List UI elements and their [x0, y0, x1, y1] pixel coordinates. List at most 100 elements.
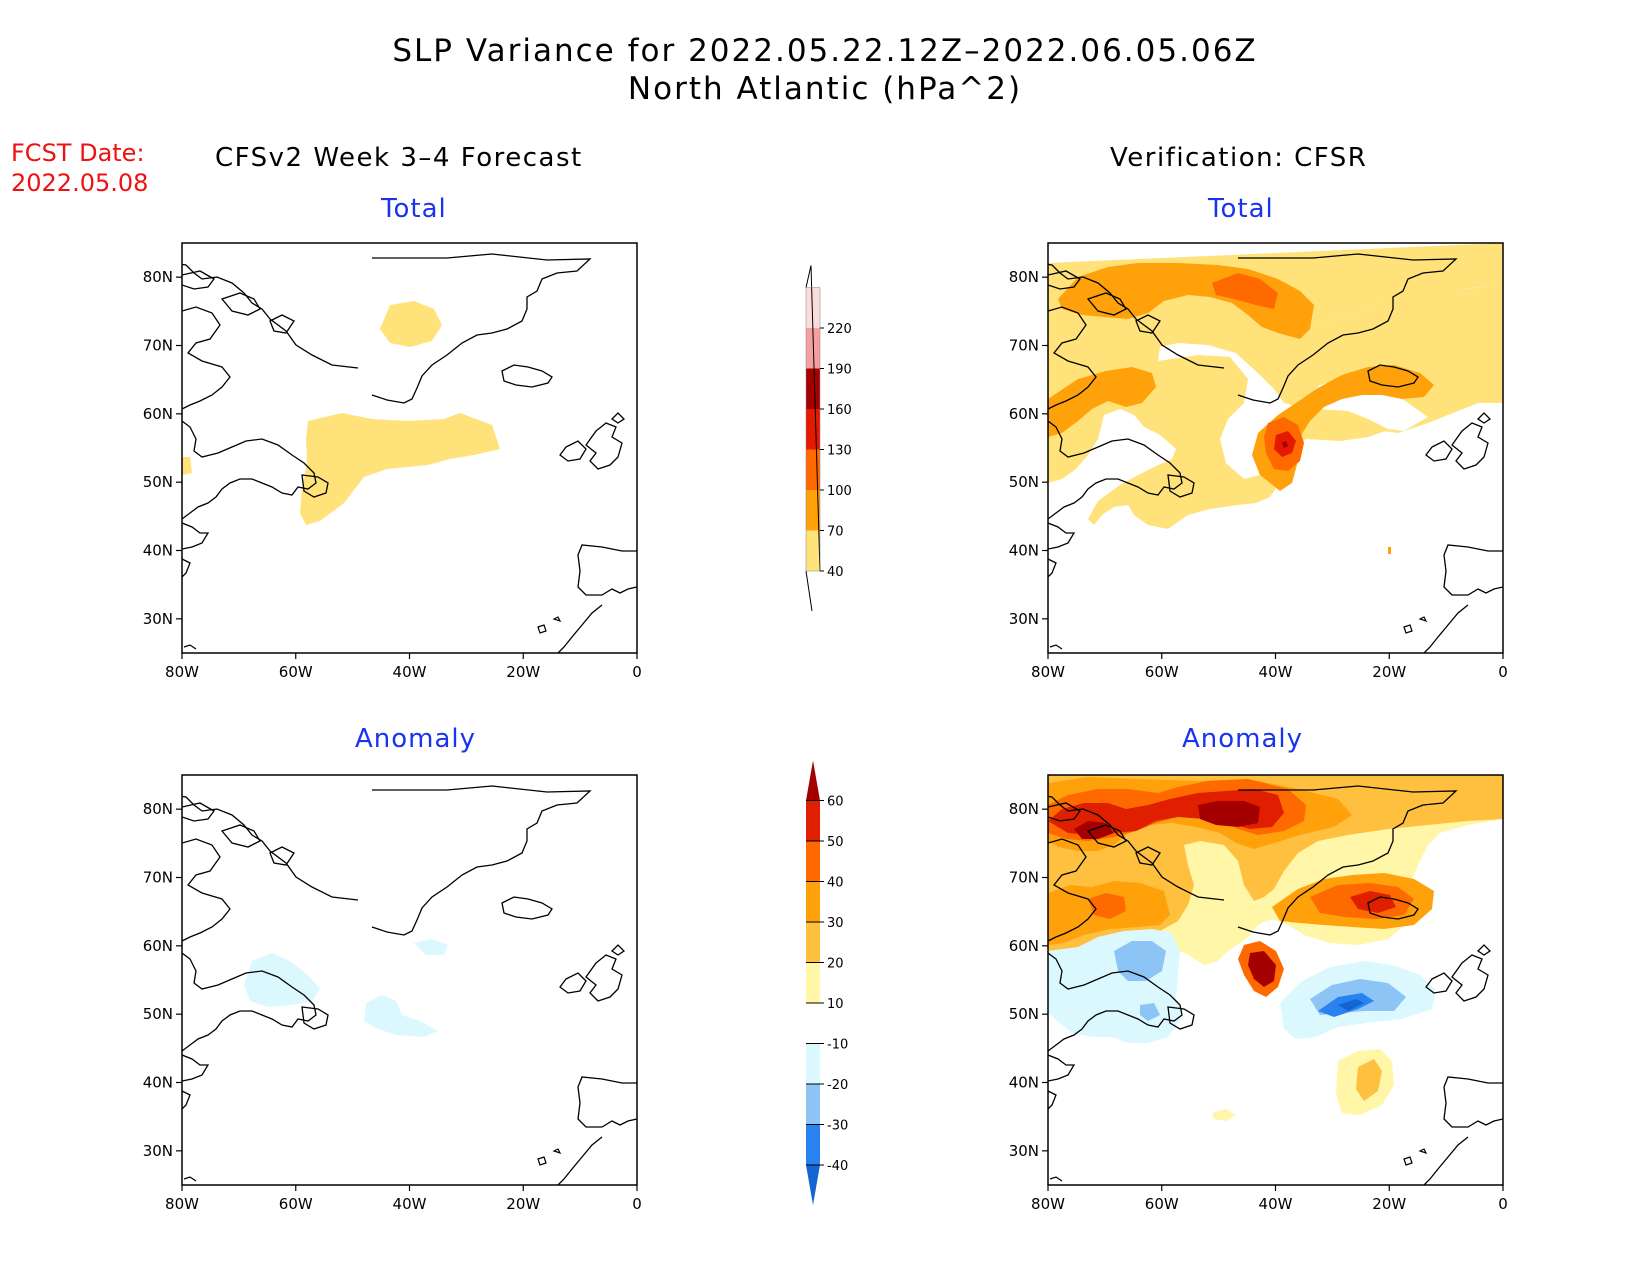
colorbar-anomaly-label: 10 [827, 997, 844, 1012]
lat-tick-label: 80N [1009, 800, 1039, 818]
colorbar-total-swatch [806, 409, 820, 450]
lat-tick-label: 40N [1009, 1074, 1039, 1092]
title-line-1: SLP Variance for 2022.05.22.12Z–2022.06.… [392, 33, 1258, 69]
shade-above-60 [1074, 801, 1260, 839]
colorbar-anomaly-swatch [806, 962, 820, 1003]
colorbar-total-label: 70 [827, 525, 844, 540]
colorbar-anomaly-swatch [806, 800, 820, 841]
title-line-2: North Atlantic (hPa^2) [627, 71, 1023, 107]
fcst-date-value: 2022.05.08 [11, 169, 149, 197]
main-title: SLP Variance for 2022.05.22.12Z–2022.06.… [0, 32, 1650, 108]
colorbar-total-label: 100 [827, 484, 852, 499]
colorbar-anomaly: -40 -30 -20 -10 10 20 30 40 50 60 [806, 760, 848, 1205]
lat-tick-label: 50N [1009, 1005, 1039, 1023]
colorbar-anomaly-swatch [806, 881, 820, 922]
lat-tick-label: 60N [143, 937, 173, 955]
fcst-date-label: FCST Date: [11, 139, 145, 167]
lon-tick-label: 20W [1372, 663, 1406, 681]
lat-tick-label: 30N [143, 610, 173, 628]
colorbar-total-swatch [806, 490, 820, 531]
colorbar-anomaly-label: 60 [827, 795, 844, 810]
verification-anomaly-contours [1048, 775, 1503, 1121]
forecast-column-title: CFSv2 Week 3–4 Forecast [215, 143, 583, 173]
verification-column-title: Verification: CFSR [1110, 143, 1368, 173]
forecast-anomaly-map [181, 774, 638, 1186]
colorbar-total-label: 130 [827, 444, 852, 459]
colorbar-total-label: 220 [827, 322, 852, 337]
lon-tick-label: 20W [506, 663, 540, 681]
colorbar-anomaly-swatch [806, 1043, 820, 1084]
lon-tick-label: 60W [279, 1195, 313, 1213]
shade-minus20-minus10 [364, 995, 438, 1037]
colorbar-anomaly-swatch [806, 760, 820, 801]
lon-tick-label: 80W [1031, 663, 1065, 681]
colorbar-anomaly-label: -30 [827, 1119, 848, 1134]
lon-tick-label: 60W [279, 663, 313, 681]
lon-tick-label: 60W [1145, 663, 1179, 681]
lat-tick-label: 60N [1009, 937, 1039, 955]
lon-tick-label: 80W [1031, 1195, 1065, 1213]
lat-tick-label: 80N [143, 800, 173, 818]
colorbar-anomaly-swatch [806, 1084, 820, 1125]
colorbar-total-taper [805, 265, 821, 612]
colorbar-total-label: 190 [827, 363, 852, 378]
verification-anomaly-title: Anomaly [1182, 724, 1304, 754]
verification-total-title: Total [1208, 194, 1274, 224]
colorbar-anomaly-label: 40 [827, 876, 844, 891]
shade-50-60 [1048, 789, 1284, 835]
shade-50-60 [1350, 891, 1396, 913]
lat-tick-label: 30N [1009, 610, 1039, 628]
lon-tick-label: 20W [1372, 1195, 1406, 1213]
lat-tick-label: 40N [143, 542, 173, 560]
lon-tick-label: 80W [165, 1195, 199, 1213]
shade-below-40 [1088, 409, 1176, 489]
shade-minus20-minus10 [414, 939, 448, 955]
lat-tick-label: 50N [143, 1005, 173, 1023]
shade-70-100 [1388, 547, 1391, 554]
shade-40-70 [300, 413, 500, 525]
shade-20-30 [1356, 1059, 1382, 1101]
colorbar-anomaly-label: -10 [827, 1038, 848, 1053]
lat-tick-label: 40N [143, 1074, 173, 1092]
shade-100-130 [1212, 273, 1278, 309]
verification-total-contours [1048, 243, 1503, 554]
shade-below-minus40 [1338, 999, 1364, 1011]
lon-tick-label: 40W [1259, 663, 1293, 681]
lon-tick-label: 0 [632, 1195, 642, 1213]
verification-total-map [1047, 242, 1504, 654]
shade-40-70 [380, 301, 442, 347]
colorbar-total-swatch [806, 368, 820, 409]
shade-40-70 [1048, 243, 1503, 529]
lat-tick-label: 70N [143, 869, 173, 887]
colorbar-anomaly-label: 50 [827, 835, 844, 850]
colorbar-anomaly-label: -20 [827, 1078, 848, 1093]
lat-tick-label: 70N [1009, 337, 1039, 355]
coastline [182, 785, 637, 1185]
shade-70-100 [1048, 367, 1156, 437]
verification-anomaly-map [1047, 774, 1504, 1186]
colorbar-anomaly-swatch [806, 922, 820, 963]
colorbar-total-swatch [806, 530, 820, 571]
lat-tick-label: 40N [1009, 542, 1039, 560]
colorbar-total-swatch [806, 287, 820, 328]
colorbar-total-label: 40 [827, 565, 844, 580]
lat-tick-label: 70N [143, 337, 173, 355]
forecast-total-contours [182, 301, 500, 525]
lon-tick-label: 60W [1145, 1195, 1179, 1213]
colorbar-anomaly-swatch [806, 841, 820, 882]
forecast-total-title: Total [381, 194, 447, 224]
lat-tick-label: 50N [1009, 473, 1039, 491]
shade-above-60 [1248, 951, 1276, 987]
lon-tick-label: 0 [1498, 663, 1508, 681]
lon-tick-label: 80W [165, 663, 199, 681]
axes-layer: 80W 60W 40W 20W 0 80N 70N 60N 50N 40N 30N 80W 60W 40W… [143, 268, 1508, 1213]
fcst-date: FCST Date: 2022.05.08 [11, 138, 148, 198]
lon-tick-label: 40W [393, 663, 427, 681]
colorbar-total-frame [805, 287, 821, 572]
lat-tick-label: 80N [1009, 268, 1039, 286]
lon-tick-label: 40W [393, 1195, 427, 1213]
lat-tick-label: 30N [1009, 1142, 1039, 1160]
forecast-anomaly-contours [244, 939, 448, 1037]
lon-tick-label: 0 [632, 663, 642, 681]
